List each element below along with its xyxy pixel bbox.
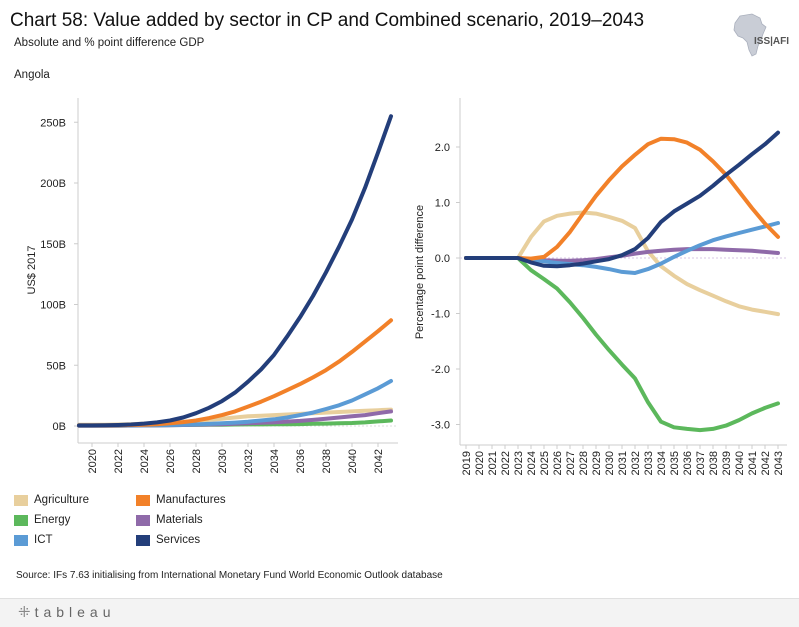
x-tick-label: 2038	[321, 449, 333, 473]
x-tick-label: 2040	[734, 451, 746, 475]
logo-text: ISS|AFI	[754, 36, 790, 47]
legend-swatch	[14, 514, 28, 526]
x-tick-label: 2024	[526, 451, 538, 475]
y-tick-label: 50B	[46, 360, 66, 372]
x-tick-label: 2020	[474, 451, 486, 475]
legend-swatch	[14, 534, 28, 546]
legend-item-energy[interactable]: Energy	[14, 512, 70, 528]
x-tick-label: 2036	[682, 451, 694, 475]
x-tick-label: 2042	[373, 449, 385, 473]
y-tick-label: 200B	[40, 178, 66, 190]
x-tick-label: 2042	[760, 451, 772, 475]
x-tick-label: 2028	[191, 449, 203, 473]
x-tick-label: 2039	[721, 451, 733, 475]
x-tick-label: 2027	[565, 451, 577, 475]
legend-swatch	[136, 514, 150, 526]
x-tick-label: 2023	[513, 451, 525, 475]
x-tick-label: 2022	[113, 449, 125, 473]
legend: Agriculture Manufactures Energy Material…	[14, 492, 334, 552]
tableau-logo[interactable]: ⁜ tableau	[18, 603, 116, 621]
x-tick-label: 2043	[773, 451, 785, 475]
legend-label: Materials	[156, 514, 203, 526]
x-tick-label: 2020	[87, 449, 99, 473]
legend-label: Energy	[34, 514, 71, 526]
x-tick-label: 2037	[695, 451, 707, 475]
series-line-services	[77, 114, 393, 428]
chart-title: Chart 58: Value added by sector in CP an…	[10, 10, 645, 31]
iss-afi-logo: ISS|AFI	[730, 10, 792, 60]
x-tick-label: 2031	[617, 451, 629, 475]
source-note: Source: IFs 7.63 initialising from Inter…	[16, 570, 443, 581]
y-tick-label: 2.0	[435, 142, 450, 154]
region-label: Angola	[14, 69, 50, 81]
y-axis-label: Percentage point difference	[414, 205, 426, 339]
x-tick-label: 2026	[165, 449, 177, 473]
series-line-manufactures	[464, 136, 780, 261]
x-tick-label: 2028	[578, 451, 590, 475]
y-axis-label: US$ 2017	[26, 246, 38, 295]
y-tick-label: -1.0	[431, 309, 450, 321]
y-tick-label: 1.0	[435, 198, 450, 210]
legend-swatch	[14, 494, 28, 506]
tableau-footer: ⁜ tableau	[0, 598, 799, 627]
y-tick-label: -2.0	[431, 364, 450, 376]
x-tick-label: 2021	[487, 451, 499, 475]
africa-map-icon	[733, 13, 767, 57]
x-tick-label: 2026	[552, 451, 564, 475]
x-tick-label: 2030	[604, 451, 616, 475]
x-tick-label: 2036	[295, 449, 307, 473]
x-tick-label: 2030	[217, 449, 229, 473]
legend-item-manufactures[interactable]: Manufactures	[136, 492, 226, 508]
y-tick-label: 100B	[40, 300, 66, 312]
y-tick-label: -3.0	[431, 420, 450, 432]
y-tick-label: 150B	[40, 239, 66, 251]
x-tick-label: 2024	[139, 449, 151, 473]
y-tick-label: 0B	[53, 421, 66, 433]
x-tick-label: 2041	[747, 451, 759, 475]
legend-label: Services	[156, 534, 201, 546]
absolute-chart: 0B 50B 100B 150B 200B 250B 2020 2022 2024 2026 202…	[26, 98, 398, 473]
x-tick-label: 2034	[269, 449, 281, 473]
x-tick-label: 2032	[243, 449, 255, 473]
x-tick-label: 2029	[591, 451, 603, 475]
series-line-services	[464, 130, 780, 269]
legend-item-services[interactable]: Services	[136, 532, 200, 548]
chart-subtitle: Absolute and % point difference GDP	[14, 37, 205, 49]
tableau-cross-icon: ⁜	[18, 604, 31, 621]
legend-swatch	[136, 534, 150, 546]
x-tick-label: 2033	[643, 451, 655, 475]
legend-label: Manufactures	[156, 494, 226, 506]
legend-item-ict[interactable]: ICT	[14, 532, 53, 548]
x-tick-label: 2038	[708, 451, 720, 475]
y-tick-label: 0.0	[435, 253, 450, 265]
tableau-brand: tableau	[34, 604, 116, 620]
legend-item-materials[interactable]: Materials	[136, 512, 203, 528]
series-line-agriculture	[464, 210, 780, 317]
legend-swatch	[136, 494, 150, 506]
x-tick-label: 2035	[669, 451, 681, 475]
x-tick-label: 2034	[656, 451, 668, 475]
legend-label: Agriculture	[34, 494, 89, 506]
x-tick-label: 2022	[500, 451, 512, 475]
series-line-energy	[464, 256, 780, 433]
x-tick-label: 2019	[461, 451, 473, 475]
x-tick-label: 2040	[347, 449, 359, 473]
x-tick-label: 2032	[630, 451, 642, 475]
legend-label: ICT	[34, 534, 53, 546]
legend-item-agriculture[interactable]: Agriculture	[14, 492, 89, 508]
y-tick-label: 250B	[40, 117, 66, 129]
x-tick-label: 2025	[539, 451, 551, 475]
